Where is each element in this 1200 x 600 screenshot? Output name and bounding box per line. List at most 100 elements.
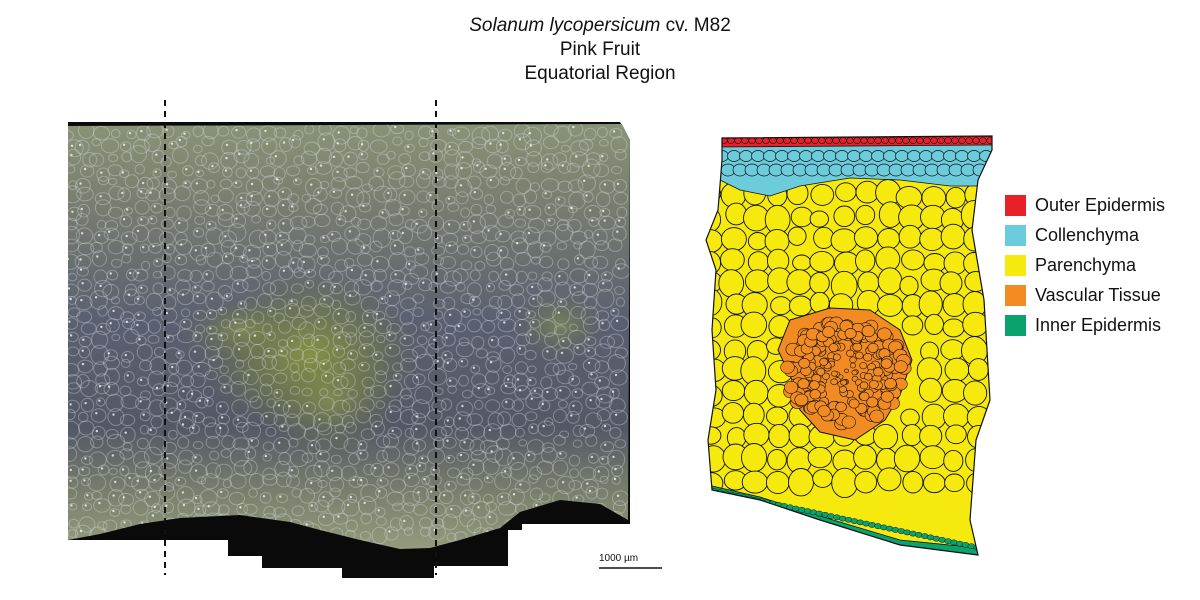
photo-highlight [140,129,143,133]
photo-highlight [415,415,418,418]
photo-cell [106,433,126,449]
photo-cell [416,190,431,203]
photo-highlight [596,233,599,236]
vascular-cell [783,380,799,394]
photo-cell [462,506,473,517]
parenchyma-cell [967,358,989,381]
species-name: Solanum lycopersicum [469,15,661,36]
outer-epidermis-cell [790,137,798,144]
photo-highlight [196,295,199,298]
parenchyma-cell [964,271,988,292]
photo-cell [161,453,179,469]
legend-item-collenchyma: Collenchyma [1005,220,1165,250]
photo-highlight [477,506,480,509]
photo-cell [77,411,89,423]
cultivar-name: cv. M82 [665,15,731,36]
photo-cell [418,137,429,148]
photo-cell [82,502,92,512]
photo-cell [176,400,187,411]
photo-cell [360,484,380,502]
photo-cell [514,156,527,167]
photo-cell [204,370,218,381]
photo-cell [262,473,278,486]
photo-highlight [507,211,510,214]
photo-cell [192,125,204,138]
photo-cell [470,203,483,216]
parenchyma-cell [740,311,768,338]
photo-highlight [136,323,139,327]
photo-highlight [182,390,185,393]
photo-cell [485,512,498,526]
photo-highlight [184,181,187,185]
photo-cell [150,202,163,214]
photo-cell [528,474,539,484]
photo-cell [245,264,263,278]
parenchyma-cell [872,423,899,450]
photo-highlight [124,246,128,249]
photo-cell [317,246,329,259]
parenchyma-cell [789,295,813,317]
photo-highlight [547,206,551,209]
photo-highlight [604,530,608,533]
photo-cell [410,218,428,234]
photo-cell [150,415,164,429]
photo-cell [404,130,414,141]
photo-cell [433,356,445,369]
photo-highlight [344,210,347,213]
photo-cell [501,467,513,479]
photo-highlight [575,155,578,158]
vascular-cell [848,398,860,409]
photo-cell [359,531,372,541]
parenchyma-cell [877,467,902,492]
photo-highlight [238,152,241,156]
photo-cell [571,291,588,304]
photo-cell [134,163,146,175]
photo-cell [188,345,207,364]
parenchyma-cell [741,443,768,473]
photo-cell [77,242,95,256]
photo-cell [361,376,375,389]
photo-cell [266,331,276,342]
photo-cell [466,282,482,298]
collenchyma-cells [715,150,992,177]
photo-cell [78,516,96,533]
vascular-cell [893,360,908,373]
photo-cell [139,424,150,435]
photo-cell [498,501,517,516]
photo-cell [583,296,598,310]
photo-highlight [224,235,227,238]
photo-cell [204,203,221,217]
photo-highlight [505,400,508,404]
photo-highlight [220,334,223,337]
photo-cell [120,414,136,426]
photo-cell [312,412,332,432]
photo-highlight [149,428,152,432]
photo-cell [190,372,206,388]
photo-cell [319,359,332,373]
photo-cell [541,346,558,361]
photo-cell [356,449,369,461]
photo-highlight [376,260,379,263]
photo-cell [499,176,511,186]
photo-highlight [235,217,238,220]
photo-highlight [181,423,185,426]
photo-highlight [457,129,460,133]
photo-highlight [528,208,531,211]
photo-cell [208,162,220,173]
photo-highlight [98,385,102,388]
photo-cell [348,453,360,465]
photo-highlight [305,523,308,526]
photo-cell [343,257,355,269]
photo-cell [424,320,442,334]
photo-cell [488,335,500,348]
photo-highlight [83,479,86,482]
photo-cell [145,292,163,311]
legend-item-inner-epidermis: Inner Epidermis [1005,310,1165,340]
photo-cell [556,369,574,385]
photo-cell [485,501,498,513]
photo-cell [206,251,224,268]
photo-cell [573,343,586,356]
photo-highlight [589,209,592,212]
photo-cell [554,196,566,206]
photo-cell [149,356,167,375]
